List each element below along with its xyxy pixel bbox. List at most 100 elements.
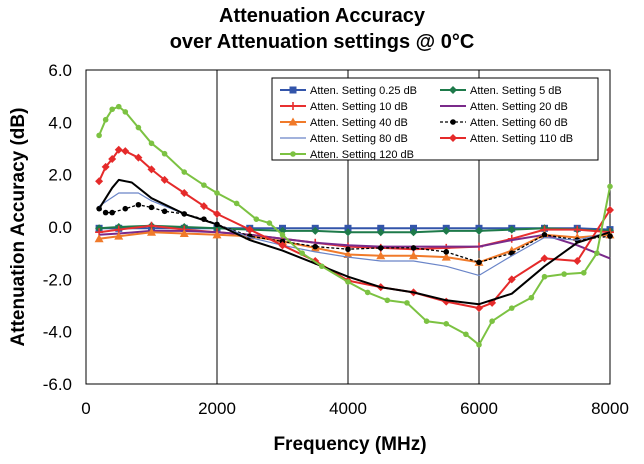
legend-item-atten-setting-0-25-db: Atten. Setting 0.25 dB [280, 85, 417, 97]
data-point-atten-setting-40-db [114, 231, 124, 240]
y-tick-label: 0.0 [48, 218, 72, 237]
data-point-atten-setting-120-db [266, 220, 273, 226]
data-point-atten-setting-40-db [343, 249, 353, 258]
y-tick-label: -4.0 [43, 323, 72, 342]
data-point-atten-setting-60-db [161, 208, 168, 215]
data-point-atten-setting-120-db [135, 124, 142, 131]
data-point-atten-setting-60-db [443, 249, 450, 255]
x-tick-label: 2000 [198, 399, 236, 418]
data-point-atten-setting-120-db [384, 297, 391, 304]
data-point-atten-setting-110-db [108, 154, 117, 163]
data-point-atten-setting-120-db [463, 331, 469, 338]
y-tick-label: -2.0 [43, 270, 72, 289]
legend-item-atten-setting-120-db: Atten. Setting 120 dB [280, 149, 414, 161]
y-tick-label: 6.0 [48, 61, 72, 80]
data-point-atten-setting-110-db [114, 145, 123, 154]
data-point-atten-setting-120-db [508, 305, 515, 311]
data-point-atten-setting-60-db [476, 259, 482, 266]
legend-marker [289, 102, 297, 110]
x-axis-label: Frequency (MHz) [273, 434, 426, 455]
data-point-atten-setting-120-db [476, 341, 482, 348]
data-point-atten-setting-40-db [376, 251, 386, 260]
data-point-atten-setting-110-db [213, 209, 221, 218]
series-atten-setting-20-db [99, 229, 611, 260]
legend-marker [289, 86, 297, 94]
legend-label: Atten. Setting 10 dB [310, 101, 408, 113]
legend-marker [288, 117, 298, 126]
data-point-atten-setting-40-db [179, 229, 189, 238]
legend-item-atten-setting-60-db: Atten. Setting 60 dB [440, 117, 568, 129]
data-point-atten-setting-120-db [161, 150, 168, 157]
data-point-atten-setting-40-db [212, 230, 222, 239]
data-point-atten-setting-110-db [95, 177, 104, 186]
data-point-atten-setting-5-db [475, 226, 483, 235]
data-point-atten-setting-110-db [606, 205, 614, 214]
legend-label: Atten. Setting 0.25 dB [310, 85, 417, 97]
legend-marker [450, 119, 456, 125]
y-tick-label: 4.0 [48, 113, 72, 132]
data-point-atten-setting-60-db [109, 209, 115, 216]
legend-box [271, 77, 599, 161]
y-tick-label: 2.0 [48, 166, 72, 185]
data-point-atten-setting-120-db [594, 250, 600, 256]
y-tick-label: -6.0 [43, 375, 72, 394]
data-point-atten-setting-120-db [561, 271, 567, 277]
data-point-atten-setting-120-db [581, 269, 587, 276]
data-point-atten-setting-120-db [109, 106, 115, 113]
data-point-atten-setting-5-db [507, 225, 516, 234]
data-point-atten-setting-120-db [443, 321, 450, 327]
x-tick-label: 4000 [329, 399, 367, 418]
data-point-atten-setting-110-db [245, 225, 254, 234]
legend-label: Atten. Setting 120 dB [310, 149, 414, 161]
data-point-atten-setting-110-db [507, 275, 516, 284]
data-point-atten-setting-5-db [409, 228, 418, 237]
legend-label: Atten. Setting 5 dB [470, 85, 562, 97]
data-point-atten-setting-60-db [377, 245, 384, 251]
data-point-atten-setting-120-db [299, 250, 305, 256]
data-point-atten-setting-120-db [253, 216, 260, 222]
data-point-atten-setting-120-db [214, 190, 220, 196]
data-point-atten-setting-120-db [528, 294, 535, 301]
data-point-atten-setting-110-db [475, 304, 483, 313]
data-point-atten-setting-120-db [319, 263, 325, 270]
data-point-atten-setting-120-db [364, 289, 371, 296]
legend: Atten. Setting 0.25 dB Atten. Setting 5 d… [271, 77, 599, 161]
data-point-atten-setting-40-db [94, 234, 104, 243]
data-point-atten-setting-120-db [279, 232, 286, 238]
legend-marker [290, 151, 296, 157]
data-point-atten-setting-110-db [101, 162, 110, 171]
series-group [94, 103, 615, 348]
legend-label: Atten. Setting 20 dB [470, 101, 568, 113]
data-point-atten-setting-120-db [345, 279, 351, 285]
data-point-atten-setting-110-db [134, 153, 143, 162]
data-point-atten-setting-60-db [607, 233, 613, 239]
data-point-atten-setting-5-db [311, 226, 320, 235]
data-point-atten-setting-10-db [573, 225, 582, 234]
legend-marker [449, 86, 457, 94]
series-line-atten-setting-60-db [98, 204, 611, 263]
data-point-atten-setting-120-db [201, 182, 207, 188]
data-point-atten-setting-110-db [278, 241, 287, 250]
data-point-atten-setting-120-db [607, 183, 613, 190]
legend-label: Atten. Setting 80 dB [310, 133, 408, 145]
data-point-atten-setting-40-db [441, 252, 451, 261]
data-point-atten-setting-110-db [199, 202, 208, 211]
data-point-atten-setting-120-db [148, 140, 155, 147]
data-point-atten-setting-120-db [233, 200, 240, 207]
series-line-atten-setting-80-db [98, 192, 611, 276]
x-tick-label: 6000 [460, 399, 498, 418]
data-point-atten-setting-60-db [410, 245, 417, 251]
data-point-atten-setting-110-db [540, 254, 549, 263]
data-point-atten-setting-120-db [404, 300, 410, 306]
series-atten-setting-80-db [98, 192, 611, 276]
data-point-atten-setting-5-db [442, 226, 451, 235]
data-point-atten-setting-60-db [122, 205, 129, 212]
data-point-atten-setting-120-db [541, 273, 548, 280]
data-point-atten-setting-120-db [181, 169, 188, 175]
legend-item-atten-setting-40-db: Atten. Setting 40 dB [280, 117, 408, 129]
chart-title-line-1: Attenuation Accuracy [219, 5, 426, 27]
data-point-atten-setting-60-db [148, 204, 155, 211]
data-point-atten-setting-110-db [573, 257, 582, 266]
data-point-atten-setting-60-db [312, 243, 319, 250]
